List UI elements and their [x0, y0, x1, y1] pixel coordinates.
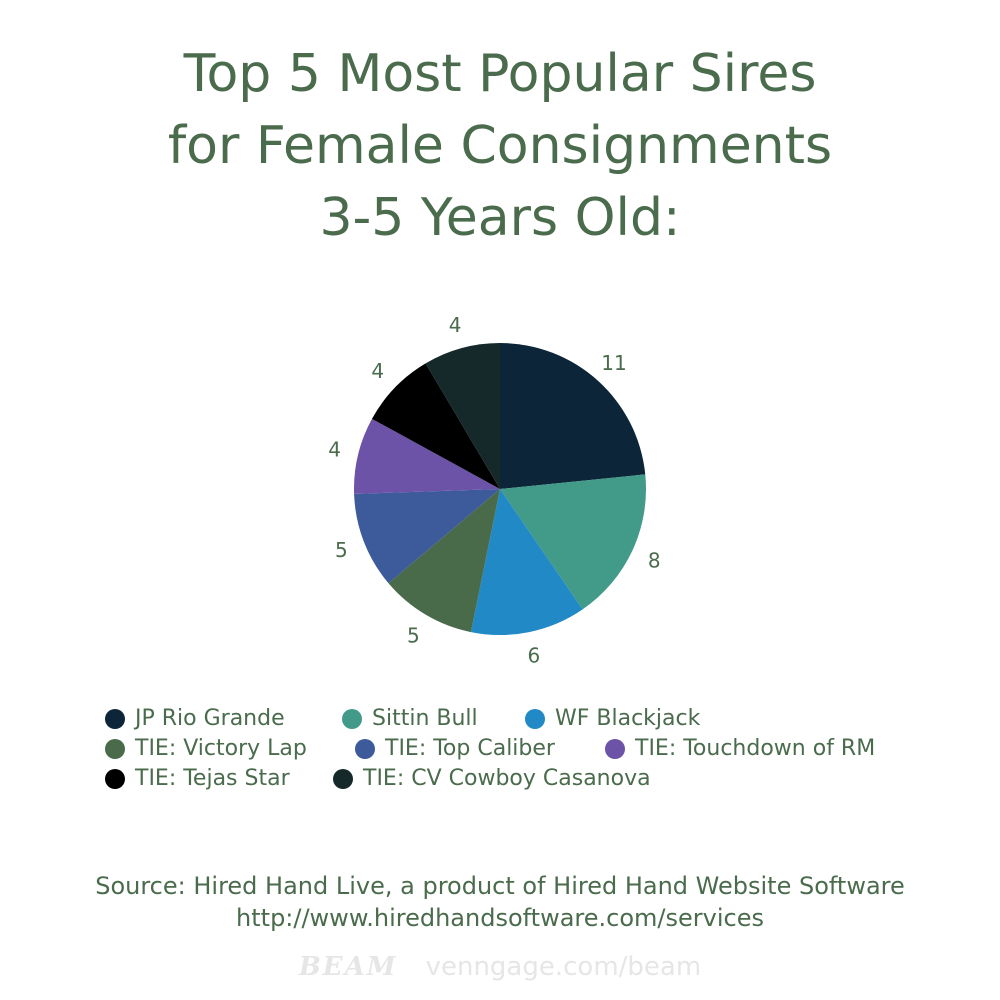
- legend-swatch: [342, 708, 362, 729]
- data-label-tie-touchdown-of-rm: 4: [328, 438, 341, 462]
- data-label-tie-top-caliber: 5: [335, 538, 348, 562]
- legend-swatch: [355, 738, 375, 759]
- legend-label: WF Blackjack: [555, 706, 701, 731]
- pie-slice-tie-cv-cowboy-casanova: [425, 343, 500, 489]
- pie-slice-tie-top-caliber: [354, 489, 500, 584]
- legend-label: TIE: Top Caliber: [385, 736, 555, 761]
- legend-label: JP Rio Grande: [135, 706, 285, 731]
- data-label-jp-rio-grande: 11: [601, 351, 626, 375]
- legend-item-tie-victory-lap: TIE: Victory Lap: [105, 736, 307, 761]
- pie-slice-jp-rio-grande: [500, 343, 646, 489]
- legend-swatch: [525, 708, 545, 729]
- watermark-url: venngage.com/beam: [425, 952, 702, 982]
- pie-slice-tie-touchdown-of-rm: [353, 418, 500, 494]
- legend-swatch: [105, 738, 125, 759]
- legend-item-tie-tejas-star: TIE: Tejas Star: [105, 766, 290, 791]
- pie-slice-tie-victory-lap: [388, 489, 500, 633]
- pie-slice-sittin-bull: [500, 474, 646, 610]
- legend-label: TIE: Touchdown of RM: [635, 736, 876, 761]
- legend-swatch: [605, 738, 625, 759]
- data-label-tie-cv-cowboy-casanova: 4: [449, 313, 462, 337]
- source-note: Source: Hired Hand Live, a product of Hi…: [0, 870, 1000, 934]
- legend-item-jp-rio-grande: JP Rio Grande: [105, 706, 285, 731]
- pie-slice-tie-tejas-star: [371, 363, 500, 489]
- legend-label: TIE: CV Cowboy Casanova: [363, 766, 651, 791]
- pie-chart: 11 8 6 5 5 4 4 4: [328, 313, 661, 668]
- legend-swatch: [105, 708, 125, 729]
- legend-swatch: [333, 768, 353, 789]
- watermark: BEAM venngage.com/beam: [0, 952, 1000, 982]
- data-label-wf-blackjack: 6: [527, 644, 540, 668]
- data-label-sittin-bull: 8: [648, 549, 661, 573]
- legend-item-wf-blackjack: WF Blackjack: [525, 706, 700, 731]
- source-line: Source: Hired Hand Live, a product of Hi…: [95, 872, 905, 900]
- legend-label: TIE: Tejas Star: [135, 766, 290, 791]
- chart-title-line-1: Top 5 Most Popular Sires: [183, 44, 817, 104]
- chart-title-line-3: 3-5 Years Old:: [319, 188, 681, 248]
- data-label-tie-victory-lap: 5: [407, 623, 420, 647]
- legend-item-sittin-bull: Sittin Bull: [342, 706, 478, 731]
- legend-item-tie-cv-cowboy-casanova: TIE: CV Cowboy Casanova: [333, 766, 651, 791]
- legend-item-tie-touchdown-of-rm: TIE: Touchdown of RM: [605, 736, 875, 761]
- legend-swatch: [105, 768, 125, 789]
- pie-slice-wf-blackjack: [470, 489, 583, 635]
- data-label-tie-tejas-star: 4: [371, 359, 384, 383]
- legend-label: TIE: Victory Lap: [135, 736, 307, 761]
- legend-item-tie-top-caliber: TIE: Top Caliber: [355, 736, 555, 761]
- chart-title: Top 5 Most Popular Sires for Female Cons…: [0, 38, 1000, 254]
- watermark-logo: BEAM: [298, 952, 398, 982]
- legend-label: Sittin Bull: [372, 706, 478, 731]
- chart-title-line-2: for Female Consignments: [167, 116, 833, 176]
- source-url: http://www.hiredhandsoftware.com/service…: [236, 904, 764, 932]
